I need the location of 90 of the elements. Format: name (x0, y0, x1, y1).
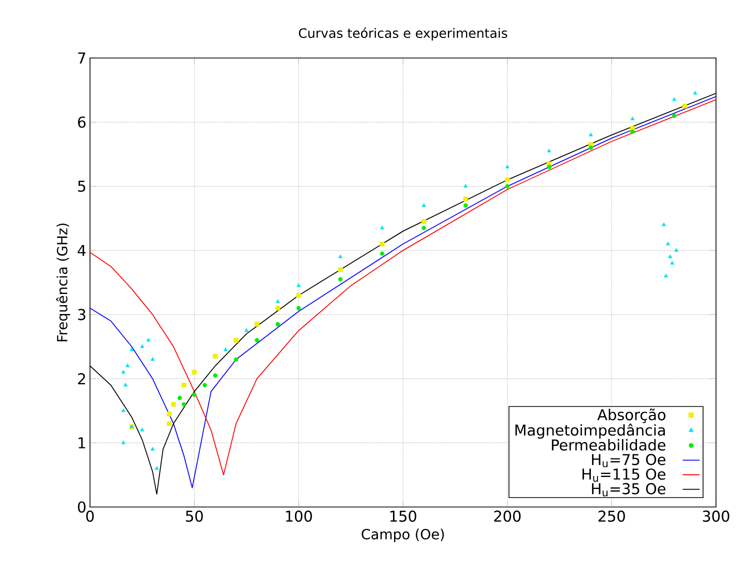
x-tick-label: 0 (86, 510, 94, 522)
legend-label: Absorção (597, 408, 666, 423)
point (672, 114, 676, 118)
point (140, 344, 144, 348)
point (666, 242, 670, 246)
point (338, 277, 343, 282)
y-tick-label: 5 (78, 180, 86, 192)
point (140, 428, 144, 432)
y-tick-label: 3 (78, 308, 86, 320)
point (422, 203, 426, 207)
point (338, 254, 342, 258)
point (588, 146, 593, 150)
y-tick-label: 6 (78, 116, 86, 128)
legend-label: Magnetoimpedância (515, 424, 665, 439)
point (674, 248, 678, 252)
y-tick-label: 2 (78, 373, 85, 384)
point (254, 338, 260, 342)
point (504, 177, 510, 182)
point (275, 306, 280, 311)
y-tick-label: 0 (78, 501, 86, 513)
y-tick-label: 4 (78, 244, 86, 256)
point (121, 408, 126, 412)
legend-label: Permeabilidade (552, 439, 666, 451)
point (380, 251, 384, 256)
point (421, 219, 426, 224)
point (171, 402, 176, 407)
point (588, 132, 593, 136)
point (276, 322, 280, 326)
point (182, 382, 186, 388)
point (244, 328, 249, 332)
point (254, 322, 260, 327)
point (234, 357, 238, 362)
point (130, 347, 134, 352)
point (276, 299, 280, 304)
x-tick-label: 200 (494, 510, 521, 522)
point (672, 97, 676, 101)
point (166, 412, 172, 416)
x-tick-label: 50 (186, 510, 203, 522)
point (296, 283, 301, 287)
x-tick-label: 150 (390, 510, 416, 522)
point (150, 446, 155, 451)
legend-label: H$_{u}$=75 Oe (592, 454, 666, 468)
point (505, 164, 510, 168)
x-tick-label: 100 (286, 510, 312, 522)
point (630, 116, 635, 120)
point (166, 421, 172, 426)
point (213, 373, 218, 378)
point (422, 226, 426, 230)
point (463, 196, 468, 202)
point (682, 104, 688, 108)
point (296, 306, 301, 310)
point (296, 292, 302, 298)
point (192, 370, 197, 375)
point (202, 382, 207, 388)
y-axis-title: Frequência (GHz) (56, 224, 70, 342)
point (154, 466, 159, 470)
x-tick-label: 250 (598, 510, 625, 522)
point (125, 363, 130, 368)
point (182, 402, 186, 407)
point (121, 440, 126, 444)
point (662, 222, 666, 226)
point (546, 164, 552, 170)
point (121, 370, 126, 374)
x-axis-title: Campo (Oe) (362, 528, 444, 542)
point (505, 184, 510, 188)
point (380, 242, 385, 246)
point (150, 357, 155, 361)
chart-title: Curvas teóricas e experimentais (298, 27, 508, 40)
legend-label: H$_{u}$=35 Oe (592, 483, 666, 496)
point (224, 347, 228, 352)
point (178, 396, 182, 400)
point (546, 148, 552, 152)
point (463, 203, 468, 208)
y-tick-label: 1 (78, 437, 86, 448)
point (668, 254, 672, 258)
legend-label: H$_{u}$=115 Oe (582, 468, 666, 482)
x-tick-label: 300 (702, 510, 730, 522)
point (192, 392, 197, 397)
point (234, 338, 238, 343)
point (338, 267, 343, 272)
point (146, 338, 151, 342)
point (664, 274, 668, 278)
point (212, 354, 218, 359)
point (630, 130, 635, 134)
point (123, 382, 128, 386)
point (380, 226, 384, 230)
point (464, 184, 468, 188)
point (693, 90, 698, 95)
point (670, 260, 674, 265)
y-tick-label: 7 (78, 52, 86, 64)
